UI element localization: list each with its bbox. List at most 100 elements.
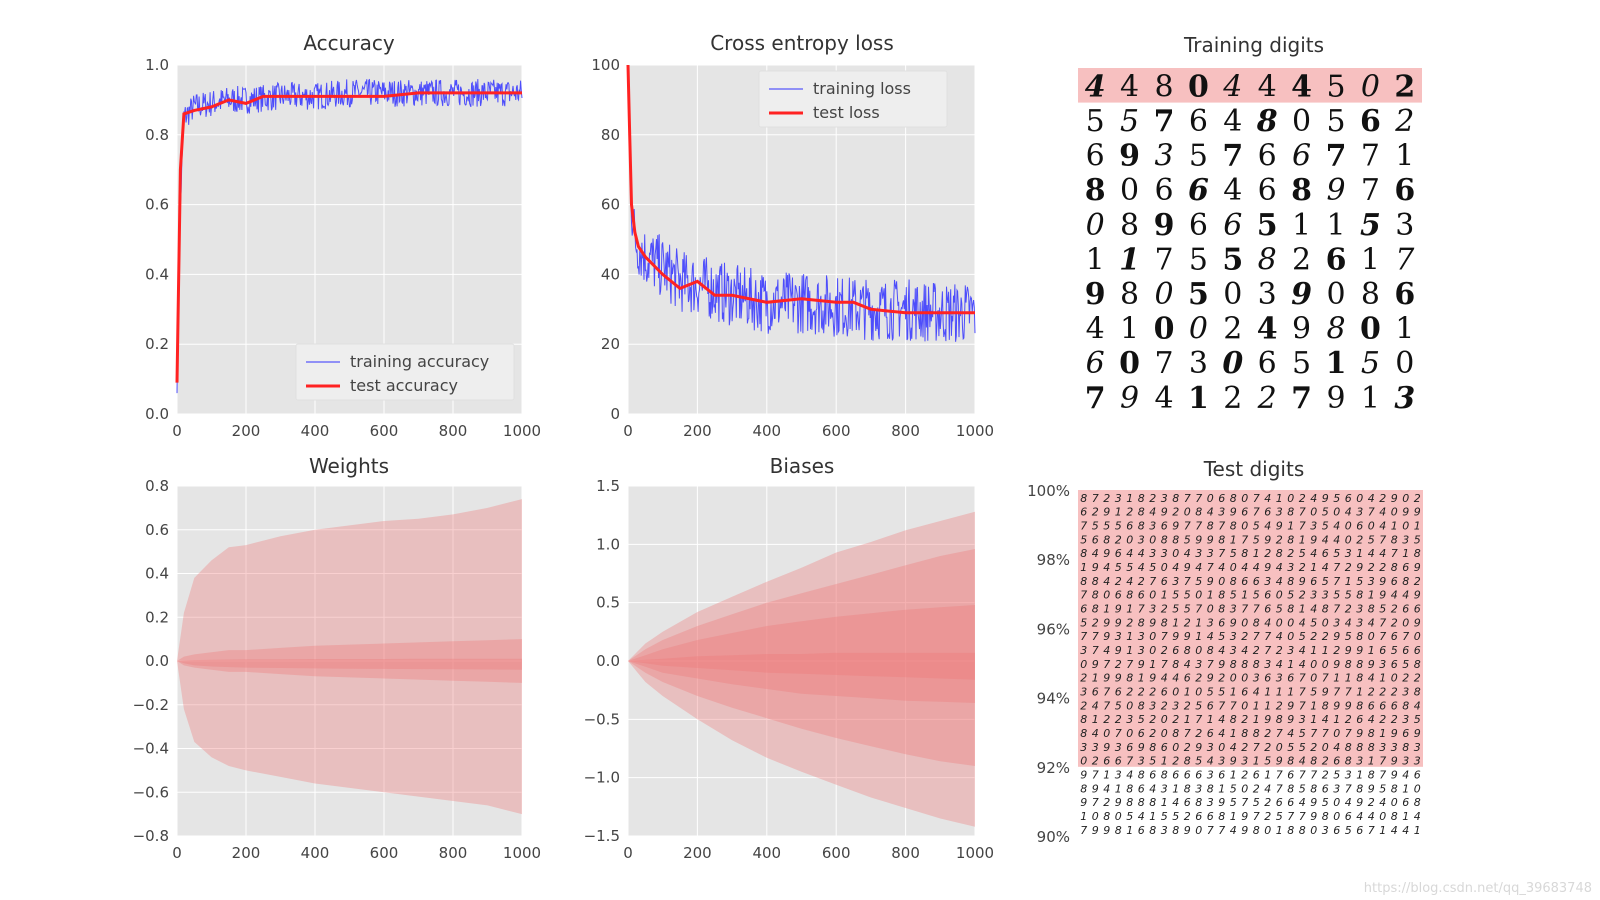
test-digit-glyph: 6 [1195, 810, 1202, 823]
test-digit-glyph: 3 [1218, 755, 1225, 768]
test-digit-glyph: 1 [1368, 755, 1375, 768]
test-digit-glyph: 4 [1345, 616, 1352, 629]
test-digit-glyph: 9 [1241, 810, 1248, 823]
test-digit-glyph: 1 [1322, 644, 1329, 657]
y-tick-label: 0.4 [145, 565, 169, 583]
digit-glyph: 3 [1189, 346, 1208, 381]
test-digit-glyph: 2 [1253, 644, 1260, 657]
test-digit-glyph: 6 [1391, 658, 1398, 671]
test-digit-glyph: 6 [1379, 644, 1386, 657]
test-digit-glyph: 9 [1103, 672, 1110, 685]
test-digit-glyph: 1 [1172, 782, 1179, 795]
legend: training accuracy test accuracy [295, 343, 515, 401]
test-digit-glyph: 6 [1287, 672, 1294, 685]
test-digit-glyph: 2 [1287, 547, 1294, 560]
digit-glyph: 2 [1223, 381, 1242, 416]
test-digit-glyph: 4 [1391, 824, 1398, 837]
x-tick-label: 400 [752, 844, 781, 862]
test-digit-glyph: 4 [1368, 616, 1375, 629]
legend-label: training loss [813, 79, 911, 98]
digit-glyph: 0 [1292, 104, 1311, 139]
test-digit-glyph: 8 [1253, 824, 1260, 837]
test-digit-glyph: 1 [1103, 769, 1110, 782]
test-digit-glyph: 6 [1149, 769, 1156, 782]
y-tick-label: 0.0 [145, 405, 169, 423]
test-digit-glyph: 8 [1356, 699, 1363, 712]
test-digit-glyph: 0 [1241, 782, 1248, 795]
test-digit-glyph: 3 [1414, 741, 1421, 754]
test-digit-glyph: 3 [1414, 755, 1421, 768]
test-digit-glyph: 0 [1126, 699, 1133, 712]
test-digit-glyph: 9 [1310, 810, 1317, 823]
digit-glyph: 1 [1120, 312, 1139, 347]
test-digit-glyph: 5 [1345, 824, 1352, 837]
series-line-test-loss [626, 64, 975, 315]
test-digit-glyph: 3 [1161, 492, 1168, 505]
test-digit-glyph: 8 [1368, 727, 1375, 740]
test-digit-glyph: 6 [1195, 769, 1202, 782]
test-digit-glyph: 7 [1287, 810, 1294, 823]
y-tick-label: 1.0 [596, 535, 620, 553]
test-digit-glyph: 8 [1230, 575, 1237, 588]
test-digit-glyph: 5 [1333, 547, 1340, 560]
test-digit-glyph: 9 [1345, 644, 1352, 657]
digit-glyph: 6 [1188, 173, 1209, 208]
test-digit-glyph: 8 [1172, 727, 1179, 740]
test-digit-glyph: 6 [1356, 519, 1363, 532]
test-digit-glyph: 7 [1161, 630, 1168, 643]
test-digit-glyph: 8 [1368, 769, 1375, 782]
test-digit-glyph: 5 [1195, 699, 1202, 712]
test-digit-glyph: 1 [1230, 810, 1237, 823]
test-digit-glyph: 1 [1103, 603, 1110, 616]
test-digit-glyph: 6 [1172, 644, 1179, 657]
test-digit-glyph: 5 [1414, 713, 1421, 726]
test-digit-glyph: 1 [1161, 589, 1168, 602]
test-digit-glyph: 0 [1103, 727, 1110, 740]
test-digit-glyph: 0 [1402, 616, 1409, 629]
test-digit-glyph: 1 [1310, 561, 1317, 574]
test-digit-glyph: 9 [1299, 575, 1306, 588]
x-tick-label: 200 [683, 422, 712, 440]
test-digit-glyph: 7 [1310, 727, 1317, 740]
test-digit-glyph: 2 [1264, 810, 1271, 823]
test-digit-glyph: 8 [1195, 796, 1202, 809]
test-digit-glyph: 8 [1149, 796, 1156, 809]
test-digit-glyph: 6 [1115, 755, 1122, 768]
test-digit-glyph: 0 [1195, 824, 1202, 837]
test-digit-glyph: 1 [1080, 810, 1087, 823]
test-digit-glyph: 8 [1138, 699, 1145, 712]
test-digit-glyph: 3 [1080, 741, 1087, 754]
digit-glyph: 6 [1292, 139, 1311, 174]
test-digit-glyph: 4 [1322, 533, 1329, 546]
test-digit-glyph: 9 [1149, 616, 1156, 629]
test-digit-glyph: 4 [1161, 672, 1168, 685]
test-digit-glyph: 8 [1138, 506, 1145, 519]
test-digit-glyph: 9 [1241, 824, 1248, 837]
digit-glyph: 4 [1291, 69, 1312, 104]
test-digit-glyph: 2 [1138, 686, 1145, 699]
test-digit-glyph: 7 [1184, 575, 1191, 588]
test-digit-glyph: 9 [1391, 769, 1398, 782]
test-digit-glyph: 0 [1368, 519, 1375, 532]
test-digit-glyph: 8 [1080, 547, 1087, 560]
test-digit-glyph: 1 [1149, 658, 1156, 671]
test-digit-glyph: 8 [1345, 741, 1352, 754]
test-digit-glyph: 4 [1264, 616, 1271, 629]
test-digit-glyph: 9 [1172, 519, 1179, 532]
test-digit-glyph: 0 [1310, 506, 1317, 519]
test-digit-glyph: 7 [1115, 727, 1122, 740]
test-digit-glyph: 0 [1333, 727, 1340, 740]
test-digit-glyph: 5 [1218, 686, 1225, 699]
legend-box [295, 343, 515, 401]
digit-glyph: 3 [1258, 277, 1277, 312]
test-digit-glyph: 1 [1287, 686, 1294, 699]
test-digit-glyph: 2 [1149, 713, 1156, 726]
test-digit-glyph: 4 [1356, 810, 1363, 823]
test-digit-glyph: 2 [1241, 713, 1248, 726]
test-digit-glyph: 7 [1195, 713, 1202, 726]
test-digit-glyph: 4 [1103, 561, 1110, 574]
digit-glyph: 0 [1222, 346, 1243, 381]
test-digit-glyph: 3 [1207, 769, 1214, 782]
test-digit-glyph: 8 [1138, 796, 1145, 809]
test-digit-glyph: 5 [1253, 796, 1260, 809]
